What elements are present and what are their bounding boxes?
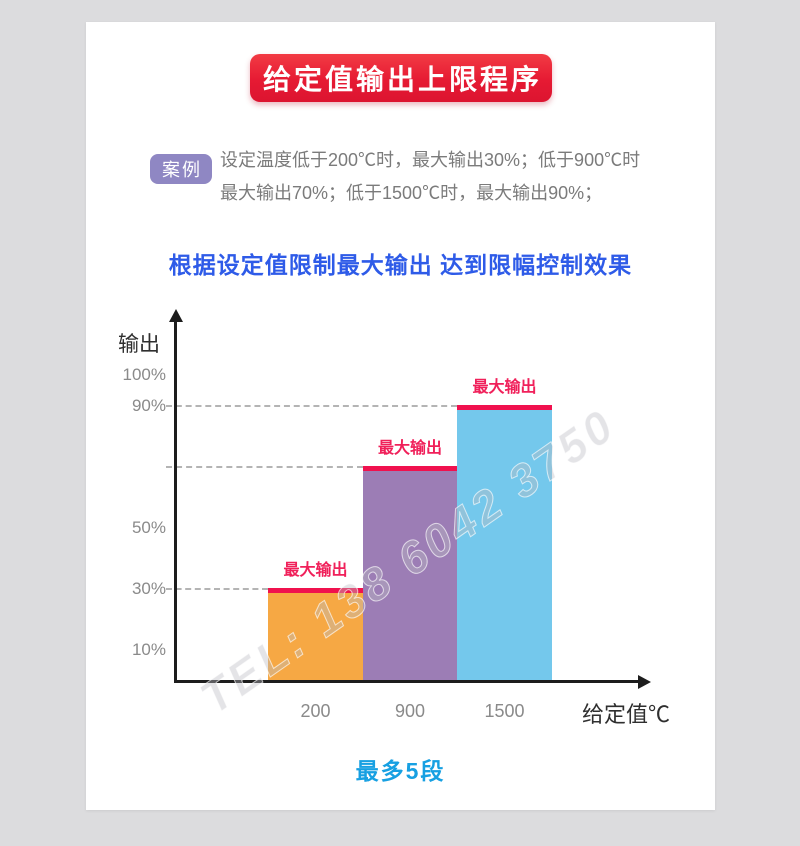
max-output-cap — [363, 466, 457, 471]
x-tick-label: 1500 — [484, 701, 525, 721]
y-axis — [174, 321, 177, 683]
x-axis-label: 给定值℃ — [582, 702, 671, 727]
y-tick-label: 50% — [131, 517, 166, 537]
y-tick-label: 100% — [122, 365, 166, 384]
title-banner: 给定值输出上限程序 — [250, 54, 552, 102]
dashed-gridline — [166, 588, 268, 590]
y-tick-label: 30% — [131, 578, 166, 598]
y-tick-label: 10% — [131, 639, 166, 659]
max-output-label: 最大输出 — [377, 440, 442, 457]
max-output-label: 最大输出 — [472, 379, 537, 396]
content-card: 给定值输出上限程序 案例 设定温度低于200℃时，最大输出30%；低于900℃时… — [86, 22, 715, 810]
max-segments-note: 最多5段 — [355, 758, 446, 784]
max-output-cap — [457, 405, 552, 410]
x-axis-arrow-icon — [638, 675, 651, 689]
max-output-cap — [268, 588, 363, 593]
bar-900 — [363, 466, 457, 680]
y-axis-arrow-icon — [169, 309, 183, 322]
x-tick-label: 200 — [300, 701, 331, 721]
y-axis-label: 输出 — [118, 333, 160, 356]
dashed-gridline — [166, 466, 363, 468]
page-title: 给定值输出上限程序 — [262, 64, 542, 95]
bar-200 — [268, 588, 363, 680]
max-output-label: 最大输出 — [283, 562, 348, 579]
bar-1500 — [457, 405, 552, 680]
case-badge: 案例 — [150, 154, 212, 184]
case-line-1: 设定温度低于200℃时，最大输出30%；低于900℃时 — [220, 150, 641, 170]
x-tick-label: 900 — [394, 701, 426, 721]
case-description: 设定温度低于200℃时，最大输出30%；低于900℃时 最大输出70%；低于15… — [220, 144, 700, 210]
output-limit-chart: 输出 给定值℃ TEL: 138 6042 3750 100% 90% 50% 30%… — [86, 22, 715, 810]
y-tick-label: 90% — [131, 395, 166, 415]
dashed-gridline — [166, 405, 457, 407]
subtitle: 根据设定值限制最大输出 达到限幅控制效果 — [168, 252, 633, 278]
x-axis — [174, 680, 639, 683]
case-line-2: 最大输出70%；低于1500℃时，最大输出90%； — [220, 183, 603, 203]
